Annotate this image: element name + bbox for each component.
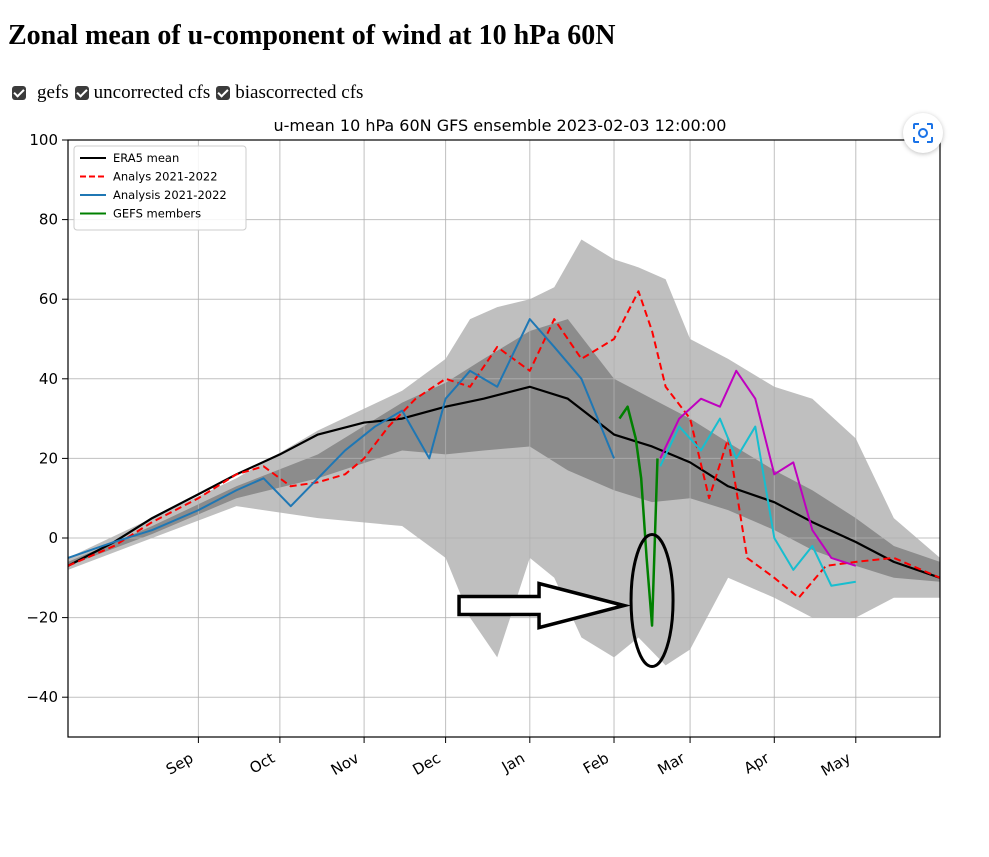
spread-band-outer [68,239,940,666]
chart-title: u-mean 10 hPa 60N GFS ensemble 2023-02-0… [274,116,727,135]
legend: ERA5 mean Analys 2021-2022 Analysis 2021-2… [73,145,247,231]
y-tick-label: 0 [48,529,58,547]
checkbox-uncorrected-cfs-label: uncorrected cfs [93,82,211,103]
legend-label: Analysis 2021-2022 [113,188,227,202]
zoom-button[interactable] [903,113,943,153]
page-title: Zonal mean of u-component of wind at 10 … [8,20,616,51]
series-magenta-cfs [659,369,857,567]
plot-frame [67,139,941,738]
x-tick-label: Sep [163,749,196,779]
series-analys-2021-2022 [68,290,940,599]
checkbox-checked-icon[interactable] [216,86,231,100]
x-tick-label: Apr [741,748,773,777]
checkbox-gefs-label: gefs [37,82,69,103]
checkbox-biascorrected-cfs[interactable]: biascorrected cfs [216,82,363,104]
series-analysis-2021-2022 [68,318,615,559]
x-tick-label: Feb [580,749,612,778]
x-tick-label: May [818,749,854,780]
x-tick-label: Nov [328,749,362,779]
checkbox-checked-icon[interactable] [12,86,26,100]
series-toggle-group: gefs uncorrected cfs biascorrected cfs [12,82,369,104]
checkbox-biascorrected-cfs-label: biascorrected cfs [235,82,364,103]
legend-label: GEFS members [113,207,201,221]
x-tick-label: Mar [655,748,689,778]
x-tick-label: Oct [246,749,278,778]
y-tick-label: −20 [26,609,58,627]
x-tick-label: Dec [409,749,443,779]
checkbox-checked-icon[interactable] [74,86,89,100]
y-tick-label: 60 [39,290,58,308]
annotation-ellipse [629,533,675,669]
y-tick-label: 20 [39,449,58,467]
y-tick-label: 100 [29,131,58,149]
y-tick-label: −40 [26,688,58,706]
series-cyan-cfs [659,417,856,587]
y-tick-label: 40 [39,370,58,388]
legend-label: Analys 2021-2022 [113,170,218,184]
annotation-arrow [457,581,632,630]
checkbox-uncorrected-cfs[interactable]: uncorrected cfs [74,82,211,104]
x-tick-label: Jan [498,749,528,777]
series-gefs-members [618,405,659,627]
plot-area [68,140,940,737]
checkbox-gefs[interactable]: gefs [12,82,69,104]
legend-box [73,145,247,231]
zoom-focus-icon [913,123,933,143]
legend-label: ERA5 mean [113,151,179,165]
y-tick-label: 80 [39,211,58,229]
series-era5-mean [68,385,940,579]
